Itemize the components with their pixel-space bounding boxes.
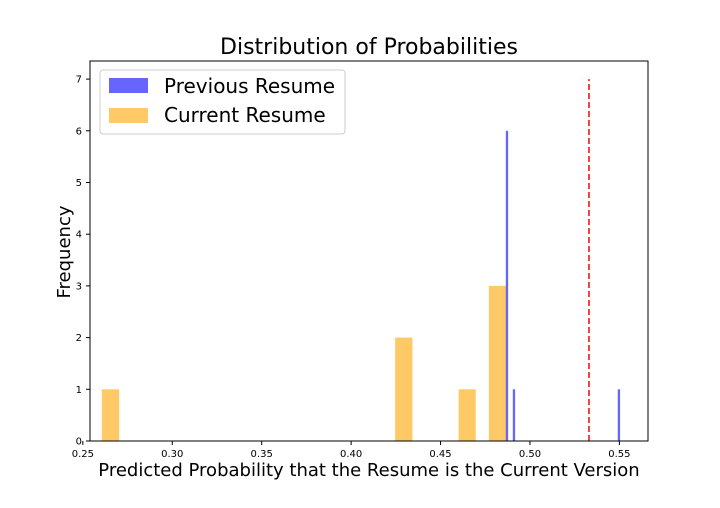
bar-current-resume [102,389,119,441]
legend: Previous Resume Current Resume [100,70,345,134]
bar-previous-resume [618,389,620,441]
x-axis: 0.25 0.30 0.35 0.40 0.45 0.50 0.55 [72,441,631,460]
x-tick-label: 0.50 [519,449,541,460]
x-tick-label: 0.25 [72,449,94,460]
y-tick-label: 5 [76,178,82,189]
x-tick-label: 0.55 [608,449,630,460]
bar-previous-resume [513,389,515,441]
bar-previous-resume [506,131,508,441]
bar-current-resume [395,338,412,441]
x-tick-label: 0.30 [161,449,183,460]
legend-swatch-previous-resume [109,78,148,93]
y-axis-title: Frequency [54,205,75,298]
bar-current-resume [459,389,476,441]
y-tick-label: 0 [76,437,82,448]
bars-layer [102,131,620,441]
legend-label-current-resume: Current Resume [164,103,326,127]
y-tick-label: 2 [76,333,82,344]
x-tick-label: 0.40 [340,449,362,460]
legend-swatch-current-resume [109,108,148,123]
y-tick-label: 1 [76,385,82,396]
y-tick-label: 4 [76,230,82,241]
x-tick-label: 0.45 [429,449,451,460]
x-axis-title: Predicted Probability that the Resume is… [98,460,639,481]
y-tick-label: 6 [76,126,82,137]
bar-current-resume [489,286,506,441]
x-tick-label: 0.35 [251,449,273,460]
y-tick-label: 7 [76,75,82,86]
y-axis: 0 1 2 3 4 5 6 7 [76,75,90,448]
chart-title: Distribution of Probabilities [220,35,518,60]
y-tick-label: 3 [76,281,82,292]
legend-label-previous-resume: Previous Resume [164,74,335,98]
